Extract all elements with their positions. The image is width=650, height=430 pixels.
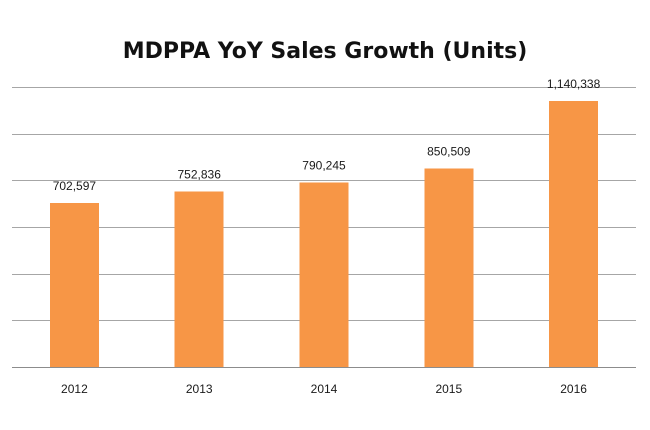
bars: [49, 100, 599, 368]
bar-2012: [49, 203, 99, 367]
x-tick-label-2013: 2013: [186, 382, 213, 396]
data-label-2013: 752,836: [178, 167, 222, 181]
x-tick-label-2015: 2015: [435, 382, 462, 396]
chart-title: MDPPA YoY Sales Growth (Units): [123, 39, 528, 64]
x-tick-label-2014: 2014: [311, 382, 338, 396]
bar-2015: [424, 168, 474, 367]
x-tick-label-2016: 2016: [560, 382, 587, 396]
x-axis-tick-labels: 2012 2013 2014 2015 2016: [61, 382, 587, 396]
data-label-2016: 1,140,338: [547, 77, 601, 91]
data-labels: 702,597 752,836 790,245 850,509 1,140,338: [53, 77, 601, 193]
data-label-2014: 790,245: [302, 159, 346, 173]
bar-2016: [549, 100, 599, 368]
x-tick-label-2012: 2012: [61, 382, 88, 396]
bar-2013: [174, 191, 224, 367]
data-label-2015: 850,509: [427, 145, 471, 159]
data-label-2012: 702,597: [53, 179, 97, 193]
bar-2014: [299, 182, 349, 367]
